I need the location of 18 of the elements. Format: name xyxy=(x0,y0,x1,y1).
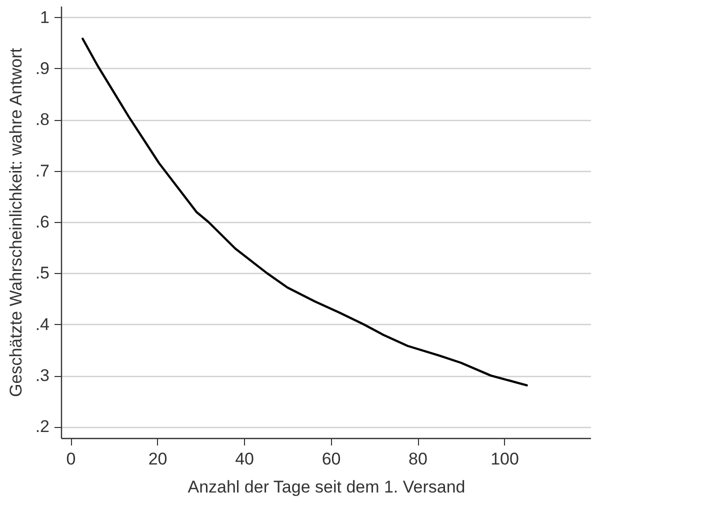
x-tick-label: 20 xyxy=(148,450,168,468)
y-tick-label: .6 xyxy=(35,212,50,232)
x-tick-label: 100 xyxy=(490,450,519,468)
y-tick-label: .8 xyxy=(35,110,50,130)
y-tick-label: .3 xyxy=(35,366,50,386)
x-tick-label: 60 xyxy=(322,450,341,468)
line-series xyxy=(82,38,528,386)
y-tick-label: .2 xyxy=(35,417,50,436)
x-tick-label: 80 xyxy=(408,450,428,468)
y-tick-label: 1 xyxy=(40,8,50,27)
y-tick-label: .7 xyxy=(35,161,50,180)
y-tick-label: .5 xyxy=(35,264,50,283)
x-tick-label: 40 xyxy=(235,450,254,468)
y-tick-label: .9 xyxy=(35,58,50,78)
x-axis-title: Anzahl der Tage seit dem 1. Versand xyxy=(188,478,466,496)
x-tick-label: 0 xyxy=(66,450,76,468)
y-tick-label: .4 xyxy=(35,314,50,334)
y-axis-title: Geschätzte Wahrscheinlichkeit: wahre Antwort xyxy=(6,48,26,397)
